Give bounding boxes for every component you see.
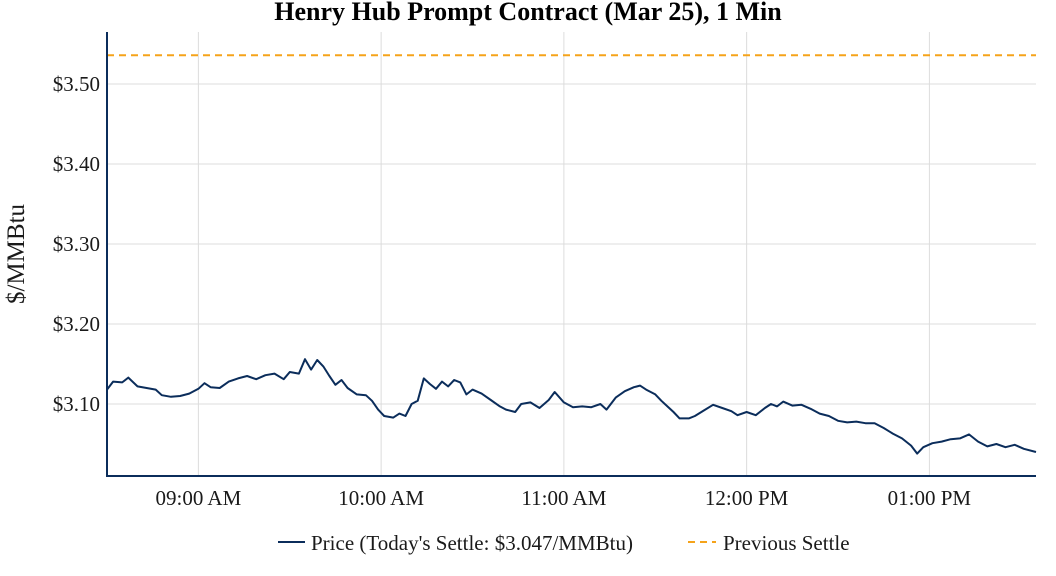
x-tick-labels: 09:00 AM 10:00 AM 11:00 AM 12:00 PM 01:00 PM bbox=[155, 486, 971, 510]
x-tick-label: 09:00 AM bbox=[155, 486, 241, 510]
chart-title: Henry Hub Prompt Contract (Mar 25), 1 Mi… bbox=[274, 0, 782, 26]
y-tick-label: $3.30 bbox=[53, 232, 100, 256]
x-tick-label: 11:00 AM bbox=[521, 486, 606, 510]
x-tick-label: 12:00 PM bbox=[705, 486, 789, 510]
x-tick-label: 01:00 PM bbox=[888, 486, 972, 510]
legend-previous-settle-label: Previous Settle bbox=[723, 531, 850, 555]
price-series bbox=[106, 358, 1037, 455]
price-line bbox=[106, 358, 1037, 455]
y-tick-labels: $3.10 $3.20 $3.30 $3.40 $3.50 bbox=[53, 72, 100, 416]
grid bbox=[107, 32, 1036, 476]
y-tick-label: $3.10 bbox=[53, 392, 100, 416]
axes bbox=[106, 32, 1036, 477]
y-axis-title: $/MMBtu bbox=[3, 203, 30, 304]
y-tick-label: $3.20 bbox=[53, 312, 100, 336]
x-tick-label: 10:00 AM bbox=[338, 486, 424, 510]
legend-price-label: Price (Today's Settle: $3.047/MMBtu) bbox=[311, 531, 633, 555]
y-tick-label: $3.50 bbox=[53, 72, 100, 96]
legend: Price (Today's Settle: $3.047/MMBtu) Pre… bbox=[278, 531, 850, 555]
y-tick-label: $3.40 bbox=[53, 152, 100, 176]
